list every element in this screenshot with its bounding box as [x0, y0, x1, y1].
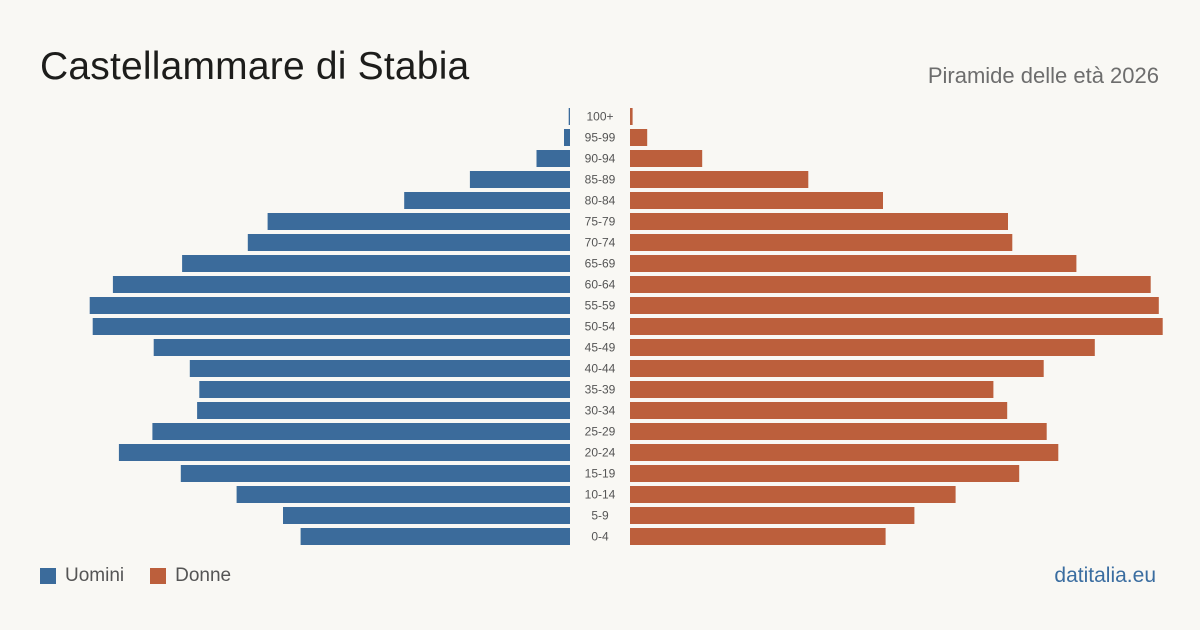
bar-men-65-69 — [182, 255, 570, 272]
bar-women-85-89 — [630, 171, 809, 188]
age-label-80-84: 80-84 — [585, 194, 616, 208]
age-label-85-89: 85-89 — [585, 173, 616, 187]
bar-women-70-74 — [630, 234, 1013, 251]
age-label-15-19: 15-19 — [585, 467, 616, 481]
bar-men-55-59 — [89, 297, 570, 314]
page-subtitle: Piramide delle età 2026 — [927, 63, 1159, 88]
bar-men-0-4 — [300, 528, 570, 545]
legend-label-men: Uomini — [65, 565, 125, 586]
age-label-100plus: 100+ — [586, 110, 613, 124]
legend-item-men: Uomini — [40, 564, 124, 588]
bar-women-95-99 — [630, 129, 648, 146]
bar-men-85-89 — [469, 171, 570, 188]
bar-men-10-14 — [236, 486, 570, 503]
age-label-40-44: 40-44 — [585, 362, 616, 376]
bar-men-60-64 — [112, 276, 571, 293]
age-label-30-34: 30-34 — [585, 404, 616, 418]
bar-men-5-9 — [283, 507, 570, 524]
bar-men-100plus — [568, 108, 570, 125]
age-label-5-9: 5-9 — [591, 509, 609, 523]
bar-women-10-14 — [630, 486, 956, 503]
bar-women-100plus — [630, 108, 633, 125]
bar-men-45-49 — [153, 339, 570, 356]
age-label-10-14: 10-14 — [585, 488, 616, 502]
bar-women-50-54 — [630, 318, 1163, 335]
bar-men-90-94 — [536, 150, 570, 167]
age-label-60-64: 60-64 — [585, 278, 616, 292]
age-label-45-49: 45-49 — [585, 341, 616, 355]
age-label-0-4: 0-4 — [591, 530, 609, 544]
bar-women-30-34 — [630, 402, 1008, 419]
legend-label-women: Donne — [175, 565, 232, 586]
bar-women-60-64 — [630, 276, 1151, 293]
bar-women-40-44 — [630, 360, 1044, 377]
bar-men-40-44 — [189, 360, 571, 377]
bar-men-15-19 — [180, 465, 571, 482]
age-label-25-29: 25-29 — [585, 425, 616, 439]
bar-women-15-19 — [630, 465, 1020, 482]
bar-women-35-39 — [630, 381, 994, 398]
legend-swatch-women — [150, 568, 167, 584]
age-label-70-74: 70-74 — [585, 236, 616, 250]
bar-women-65-69 — [630, 255, 1077, 272]
bar-men-25-29 — [152, 423, 570, 440]
age-label-50-54: 50-54 — [585, 320, 616, 334]
bar-men-95-99 — [564, 129, 570, 146]
bar-men-35-39 — [199, 381, 571, 398]
bar-men-30-34 — [197, 402, 570, 419]
source-link[interactable]: datitalia.eu — [1054, 564, 1156, 587]
age-label-90-94: 90-94 — [585, 152, 616, 166]
age-label-55-59: 55-59 — [585, 299, 616, 313]
bar-women-5-9 — [630, 507, 915, 524]
age-label-35-39: 35-39 — [585, 383, 616, 397]
bar-men-80-84 — [404, 192, 570, 209]
bar-women-25-29 — [630, 423, 1047, 440]
bar-men-70-74 — [247, 234, 571, 251]
age-label-75-79: 75-79 — [585, 215, 616, 229]
bar-women-75-79 — [630, 213, 1008, 230]
bar-women-80-84 — [630, 192, 883, 209]
bar-men-75-79 — [267, 213, 570, 230]
age-label-20-24: 20-24 — [585, 446, 616, 460]
bar-women-90-94 — [630, 150, 703, 167]
age-label-95-99: 95-99 — [585, 131, 616, 145]
bar-men-50-54 — [92, 318, 570, 335]
chart-legend: Uomini Donne — [40, 564, 257, 588]
bar-women-20-24 — [630, 444, 1059, 461]
age-label-65-69: 65-69 — [585, 257, 616, 271]
bar-women-55-59 — [630, 297, 1159, 314]
bar-men-20-24 — [118, 444, 571, 461]
bar-women-0-4 — [630, 528, 886, 545]
legend-swatch-men — [40, 568, 56, 584]
bar-women-45-49 — [630, 339, 1095, 356]
legend-item-women: Donne — [150, 564, 231, 588]
page-title: Castellammare di Stabia — [40, 45, 470, 88]
